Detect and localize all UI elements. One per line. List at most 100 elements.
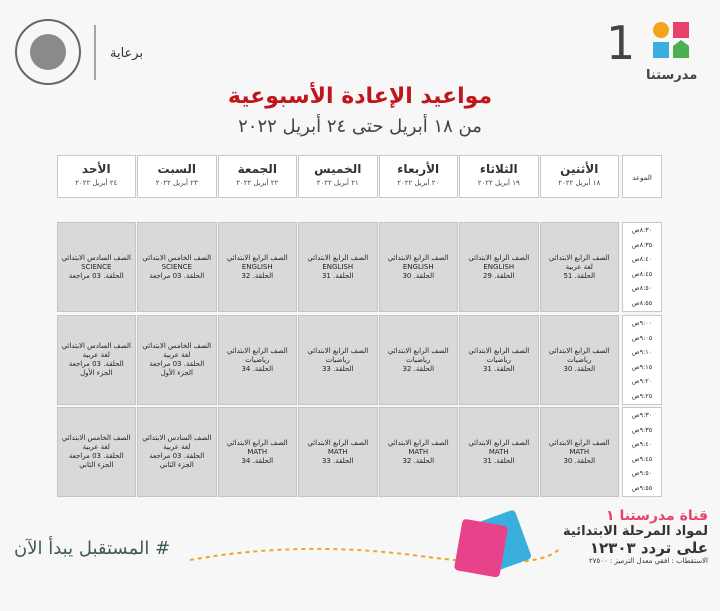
time-slot: ٨:٤٥ص <box>631 269 653 278</box>
day-header: الثلاثاء ١٩ أبريل ٢٠٢٢ <box>459 155 539 198</box>
subtitle: من ١٨ أبريل حتى ٢٤ أبريل ٢٠٢٢ <box>238 116 482 137</box>
logo-shape <box>673 40 689 58</box>
program-line: الجزء الأول <box>160 369 193 377</box>
day-name: الجمعة <box>237 162 277 176</box>
folder-icon <box>454 519 508 578</box>
program-line: MATH <box>569 447 590 456</box>
program-line: الحلقة. 03 مراجعة <box>68 360 124 368</box>
time-slot: ٩:٣٥ص <box>631 425 653 434</box>
program-line: الحلقة. 30 <box>563 456 596 465</box>
day-name: الأثنين <box>560 162 599 176</box>
program-line: الحلقة. 34 <box>241 456 274 465</box>
program-line: الحلقة. 29 <box>482 271 515 280</box>
program-line: الحلقة. 03 مراجعة <box>149 360 205 368</box>
program-line: SCIENCE <box>81 262 112 271</box>
logo-shape <box>673 22 689 38</box>
day-header: الخميس ٢١ أبريل ٢٠٢٢ <box>298 155 378 198</box>
time-slot: ٨:٥٠ص <box>631 284 653 292</box>
day-date: ٢٠ أبريل ٢٠٢٢ <box>397 179 440 187</box>
program-line: لغة عربية <box>163 443 191 451</box>
program-line: لغة عربية <box>565 262 593 271</box>
program-line: رياضيات <box>567 355 592 364</box>
program-cell: الصف الرابع الابتدائي رياضيات الحلقة. 32 <box>378 315 458 405</box>
program-cell: الصف الخامس الابتدائي SCIENCE الحلقة. 03 م… <box>137 222 217 312</box>
program-line: الصف السادس الابتدائي <box>61 253 131 262</box>
program-line: الصف الرابع الابتدائي <box>468 438 530 447</box>
program-line: الحلقة. 32 <box>402 456 435 465</box>
day-header: السبت ٢٣ أبريل ٢٠٢٢ <box>137 155 217 198</box>
program-line: لغة عربية <box>82 351 110 359</box>
day-name: السبت <box>157 162 196 176</box>
time-slot: ٩:٤٥ص <box>631 454 653 463</box>
program-line: MATH <box>247 447 268 456</box>
program-cell: الصف السادس الابتدائي SCIENCE الحلقة. 03 م… <box>56 222 136 312</box>
channel-info: قناة مدرستنا ١ لمواد المرحلة الابتدائية … <box>538 508 708 565</box>
day-header: الأثنين ١٨ أبريل ٢٠٢٢ <box>539 155 619 198</box>
time-slot: ٩:٤٠ص <box>631 440 653 448</box>
day-name: الثلاثاء <box>479 162 518 176</box>
program-line: SCIENCE <box>161 262 192 271</box>
program-line: رياضيات <box>486 355 511 364</box>
logo-shape <box>653 22 669 38</box>
day-date: ٢٤ أبريل ٢٠٢٢ <box>75 179 118 187</box>
program-cell: الصف الرابع الابتدائي MATH الحلقة. 32 <box>378 407 458 497</box>
program-line: ENGLISH <box>402 262 434 271</box>
program-cell: الصف السادس الابتدائي لغة عربية الحلقة. 03… <box>56 315 136 405</box>
program-line: الصف الخامس الابتدائي <box>142 253 212 262</box>
program-line: ENGLISH <box>241 262 273 271</box>
time-cell <box>622 315 662 405</box>
ministry-emblem <box>15 19 81 85</box>
program-cell: الصف الرابع الابتدائي ENGLISH الحلقة. 32 <box>217 222 297 312</box>
program-line: MATH <box>408 447 429 456</box>
program-line: الصف الرابع الابتدائي <box>226 253 288 262</box>
program-line: رياضيات <box>406 355 431 364</box>
time-cell <box>622 222 662 312</box>
channel-signal: الاستقطاب : افقي معدل الترميز : ٢٧٥٠٠ <box>588 557 708 565</box>
channel-purpose: لمواد المرحلة الابتدائية <box>563 524 708 539</box>
program-cell: الصف الرابع الابتدائي لغة عربية الحلقة. 51 <box>539 222 619 312</box>
program-cell: الصف الرابع الابتدائي ENGLISH الحلقة. 30 <box>378 222 458 312</box>
brand: مدرستنا <box>646 68 698 83</box>
program-cell: الصف الرابع الابتدائي MATH الحلقة. 34 <box>217 407 297 497</box>
day-header: الأربعاء ٢٠ أبريل ٢٠٢٢ <box>378 155 458 198</box>
program-line: الصف الرابع الابتدائي <box>226 438 288 447</box>
program-line: الصف الرابع الابتدائي <box>387 253 449 262</box>
day-date: ٢١ أبريل ٢٠٢٢ <box>316 179 359 187</box>
program-line: رياضيات <box>245 355 270 364</box>
program-cell: الصف الرابع الابتدائي ENGLISH الحلقة. 29 <box>459 222 539 312</box>
time-slot: ٩:٢٥ص <box>631 391 653 400</box>
program-cell: الصف الخامس الابتدائي لغة عربية الحلقة. 03… <box>137 315 217 405</box>
program-line: لغة عربية <box>163 351 191 359</box>
sponsor: برعاية <box>110 46 144 61</box>
program-line: الحلقة. 31 <box>482 364 515 373</box>
day-name: الأربعاء <box>397 162 440 176</box>
program-line: الحلقة. 33 <box>321 364 354 373</box>
program-cell: الصف الرابع الابتدائي MATH الحلقة. 33 <box>298 407 378 497</box>
program-line: الحلقة. 03 مراجعة <box>68 452 124 460</box>
program-line: الصف الرابع الابتدائي <box>226 346 288 355</box>
program-line: الصف الرابع الابتدائي <box>548 253 610 262</box>
program-line: الصف الرابع الابتدائي <box>548 438 610 447</box>
day-date: ٢٣ أبريل ٢٠٢٢ <box>155 179 198 187</box>
time-slot: ٩:١٥ص <box>631 362 653 371</box>
program-line: الصف الرابع الابتدائي <box>387 346 449 355</box>
program-cell: الصف الرابع الابتدائي رياضيات الحلقة. 30 <box>539 315 619 405</box>
time-slot: ٩:٥٥ص <box>631 483 653 492</box>
program-line: الصف الرابع الابتدائي <box>468 253 530 262</box>
program-line: الصف الرابع الابتدائي <box>307 346 369 355</box>
program-line: ENGLISH <box>483 262 515 271</box>
program-line: الجزء الأول <box>80 369 113 377</box>
time-slot: ٨:٣٠ص <box>631 226 653 234</box>
program-cell: الصف الخامس الابتدائي لغة عربية الحلقة. 03… <box>56 407 136 497</box>
channel-frequency: على تردد ١٢٣٠٣ <box>589 539 708 557</box>
day-date: ٢٢ أبريل ٢٠٢٢ <box>236 179 279 187</box>
program-line: لغة عربية <box>82 443 110 451</box>
program-line: الحلقة. 03 مراجعة <box>68 271 124 280</box>
hashtag: # المستقبل يبدأ الآن <box>14 538 171 559</box>
program-line: الحلقة. 31 <box>321 271 354 280</box>
program-line: MATH <box>488 447 509 456</box>
time-cell <box>622 407 662 497</box>
